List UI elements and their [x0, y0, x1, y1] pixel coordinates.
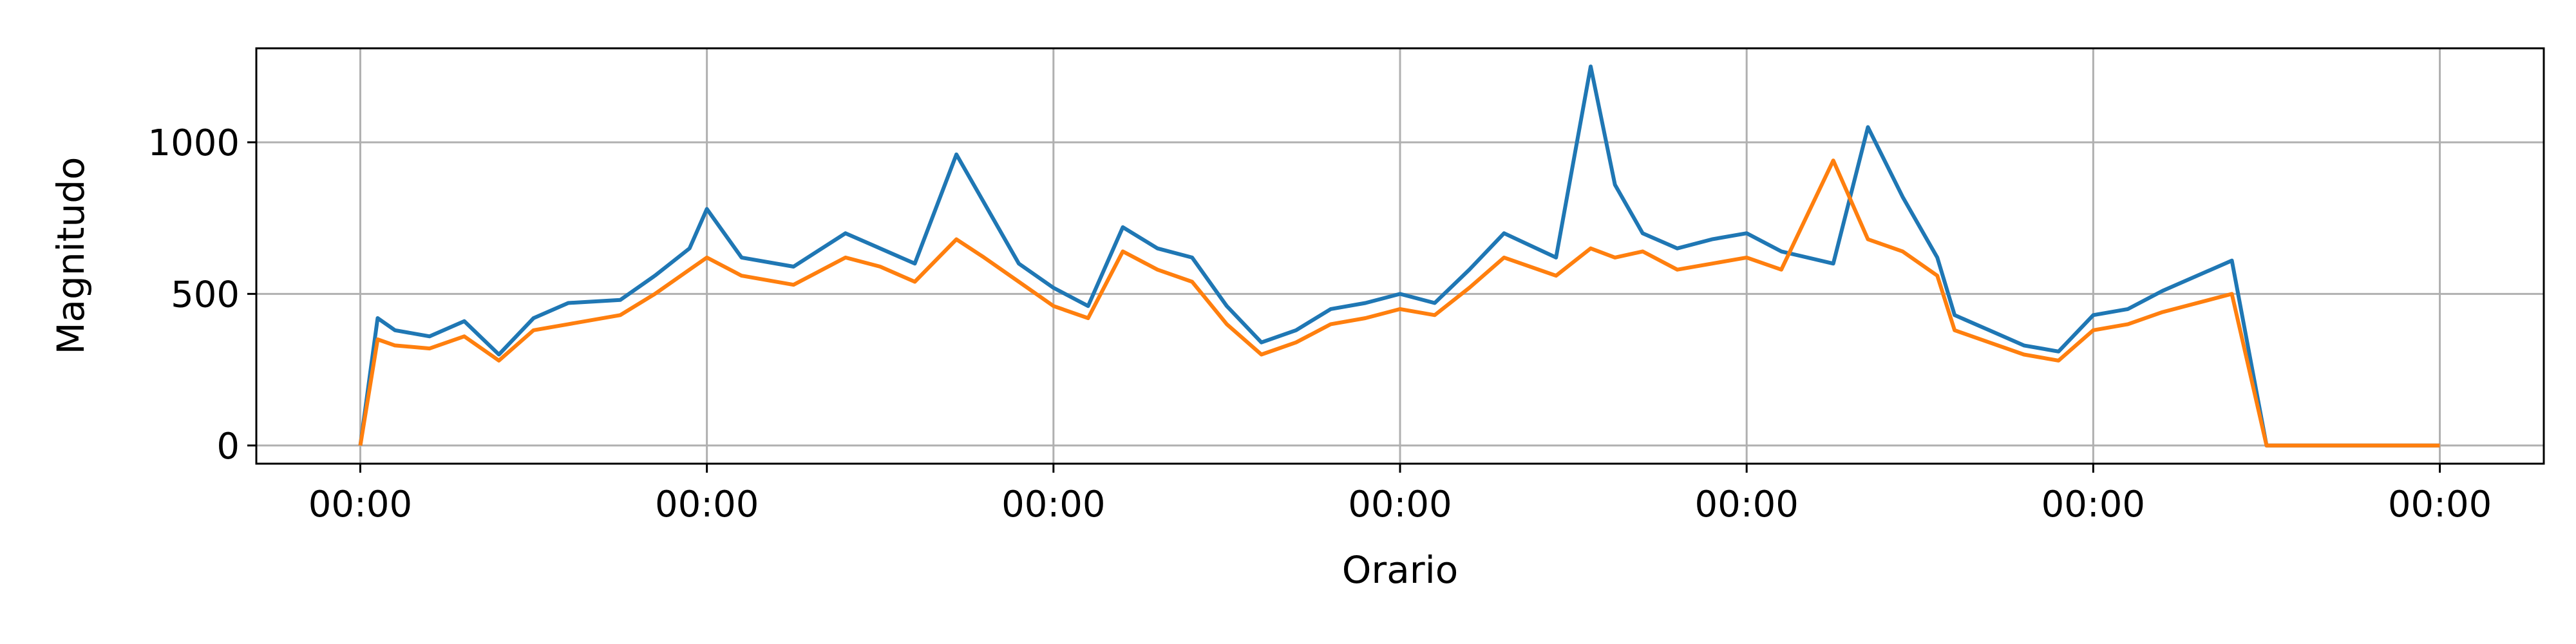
x-tick-label: 00:00: [2388, 484, 2492, 526]
x-tick-label: 00:00: [655, 484, 759, 526]
series-line-1: [358, 64, 2440, 448]
x-tick-label: 00:00: [308, 484, 412, 526]
x-tick-label: 00:00: [1348, 484, 1452, 526]
y-tick-label: 1000: [147, 122, 240, 164]
x-axis-label: Orario: [1342, 548, 1459, 592]
y-tick-label: 500: [171, 274, 240, 316]
y-tick-label: 0: [216, 426, 240, 468]
x-tick-label: 00:00: [1001, 484, 1105, 526]
y-axis-label: Magnitudo: [49, 156, 93, 354]
x-tick-label: 00:00: [1694, 484, 1798, 526]
x-tick-label: 00:00: [2041, 484, 2145, 526]
series-line-2: [358, 158, 2440, 448]
series-layer: [358, 64, 2440, 448]
ticks: 00:00 00:00 00:00 00:00 00:00 00:00 00:00 0 500 1…: [147, 122, 2492, 526]
